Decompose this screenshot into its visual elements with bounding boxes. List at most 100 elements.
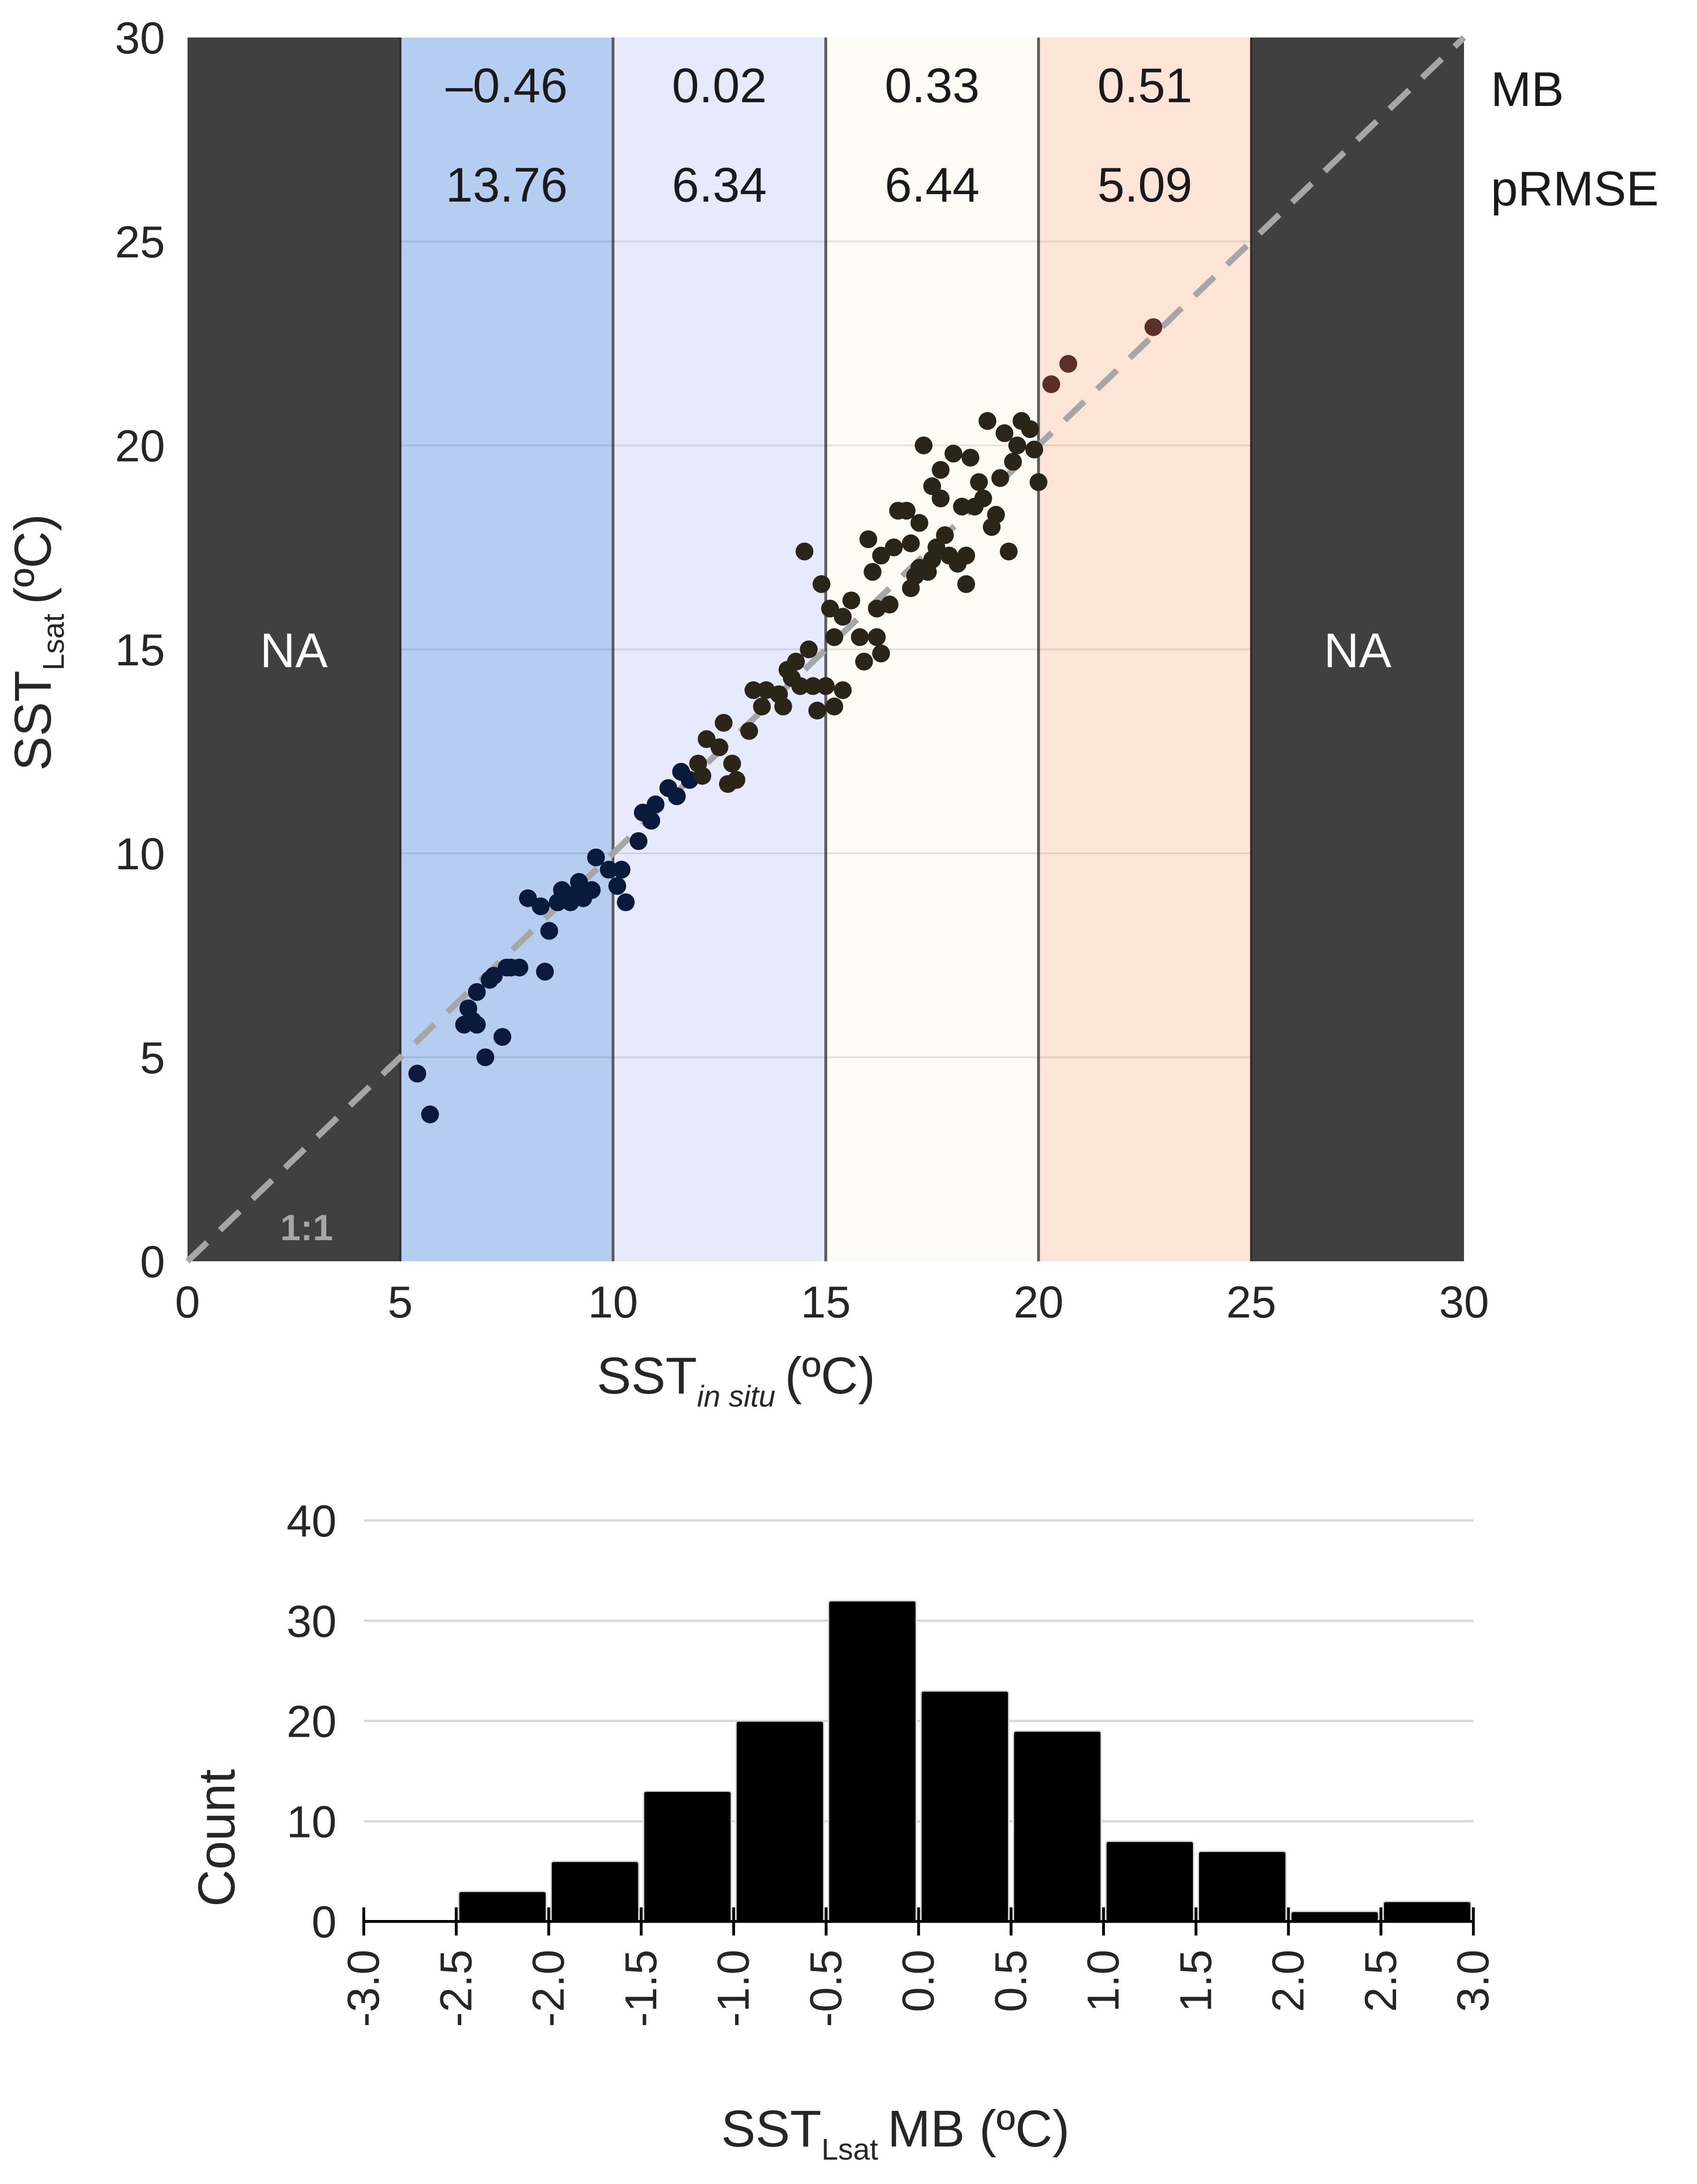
hist-x-axis-label-unit: MB (ºC) — [887, 2100, 1069, 2158]
data-point — [485, 967, 503, 985]
data-point — [999, 542, 1018, 561]
data-point — [817, 677, 835, 695]
hist-y-tick-label: 0 — [312, 1897, 337, 1947]
hist-x-tick-label: 0.0 — [894, 1950, 944, 2012]
data-point — [812, 575, 831, 593]
band-mb-value: 0.51 — [1097, 59, 1192, 113]
data-point — [825, 628, 843, 646]
row-label-layer: MB pRMSE — [1491, 62, 1659, 216]
data-point — [804, 677, 822, 695]
hist-x-tick-label: 2.5 — [1356, 1950, 1406, 2012]
hist-x-axis-label: SSTLsat MB (ºC) — [721, 2100, 1069, 2166]
data-point — [800, 640, 818, 658]
hist-x-tick-label: 0.5 — [986, 1950, 1036, 2012]
data-point — [931, 490, 950, 508]
band-2 — [613, 38, 826, 1261]
data-point — [408, 1064, 427, 1083]
y-axis-label: SSTLsat (ºC) — [4, 514, 70, 771]
x-tick-label: 5 — [388, 1277, 413, 1327]
data-point — [468, 1016, 486, 1034]
data-point — [957, 546, 976, 565]
data-point — [510, 958, 528, 977]
data-point — [987, 505, 1005, 524]
y-axis-label-sub: Lsat — [37, 614, 70, 670]
data-point — [532, 897, 550, 916]
x-axis-label: SSTin situ (ºC) — [597, 1347, 875, 1413]
data-point — [600, 860, 618, 879]
y-tick-label: 25 — [115, 217, 165, 267]
x-tick-label: 0 — [175, 1277, 200, 1327]
band-label-layer: NA –0.46 13.76 0.02 6.34 0.33 6.44 0.51 5.09 NA — [260, 59, 1392, 678]
band-na-label: NA — [1324, 624, 1392, 678]
y-tick-label: 0 — [140, 1237, 165, 1287]
data-point — [744, 681, 763, 699]
data-point — [953, 497, 971, 516]
data-point — [880, 595, 899, 614]
data-point — [583, 881, 601, 899]
data-point — [825, 697, 843, 715]
hist-y-tick-label: 10 — [286, 1797, 337, 1847]
band-layer — [188, 38, 1464, 1261]
data-point — [991, 469, 1009, 487]
hist-x-tick-label: 2.0 — [1263, 1950, 1314, 2012]
data-point — [821, 600, 839, 618]
data-point — [1059, 355, 1077, 373]
hist-x-axis-label-sub: Lsat — [821, 2132, 878, 2166]
hist-bar — [920, 1690, 1010, 1922]
bar-layer — [458, 1600, 1472, 1922]
hist-bar — [458, 1890, 547, 1922]
band-na-label: NA — [260, 624, 328, 678]
data-point — [421, 1105, 439, 1123]
data-point — [957, 575, 976, 593]
hist-bar — [1290, 1911, 1380, 1922]
y-tick-label: 10 — [115, 829, 165, 879]
data-point — [740, 722, 758, 740]
band-5 — [1251, 38, 1464, 1261]
hist-bar — [1197, 1850, 1287, 1922]
row-label-prmse: pRMSE — [1491, 162, 1659, 216]
histogram-chart: -3.0 -2.5 -2.0 -1.5 -1.0 -0.5 0.0 0.5 1.0 1.5 2.0 2… — [188, 1496, 1498, 2166]
x-tick-label: 20 — [1014, 1277, 1064, 1327]
hist-bar — [827, 1600, 917, 1922]
hist-bar — [1105, 1840, 1194, 1922]
hist-bar — [1382, 1900, 1472, 1922]
data-point — [851, 628, 869, 646]
data-point — [974, 490, 992, 508]
data-point — [787, 653, 805, 671]
y-axis-label-main: SST — [4, 670, 62, 771]
data-point — [961, 449, 980, 467]
hist-bar — [550, 1860, 640, 1922]
y-tick-label: 20 — [115, 421, 165, 471]
hist-x-tick-label: -0.5 — [801, 1950, 851, 2027]
hist-x-tick-label: 1.5 — [1171, 1950, 1221, 2012]
y-tick-label: 15 — [115, 625, 165, 675]
data-point — [570, 873, 588, 891]
data-point — [774, 697, 792, 715]
one-to-one-label: 1:1 — [280, 1207, 333, 1248]
data-point — [727, 771, 745, 789]
data-point — [936, 526, 954, 544]
data-point — [587, 848, 605, 866]
band-mb-value: 0.02 — [672, 59, 766, 113]
data-point — [714, 714, 733, 732]
data-point — [944, 444, 962, 463]
data-point — [842, 591, 860, 610]
tick-label-layer: 0 5 10 15 20 25 30 0 5 10 15 20 25 30 — [115, 13, 1489, 1327]
data-point — [1021, 420, 1039, 438]
data-point — [995, 424, 1014, 442]
gridline-layer — [364, 1519, 1473, 1823]
data-point — [902, 534, 920, 552]
data-point — [931, 461, 950, 479]
data-point — [698, 730, 716, 748]
hist-x-tick-label: -1.5 — [616, 1950, 666, 2027]
band-3 — [826, 38, 1039, 1261]
data-point — [910, 514, 929, 532]
band-prmse-value: 6.44 — [885, 158, 979, 212]
hist-x-tick-label: -2.5 — [431, 1950, 481, 2027]
data-point — [808, 701, 826, 720]
hist-x-axis-label-main: SST — [721, 2100, 821, 2158]
hist-x-tick-label: 3.0 — [1448, 1950, 1498, 2012]
x-axis-label-unit: (ºC) — [785, 1347, 875, 1405]
data-point — [468, 983, 486, 1001]
data-point — [519, 889, 537, 907]
